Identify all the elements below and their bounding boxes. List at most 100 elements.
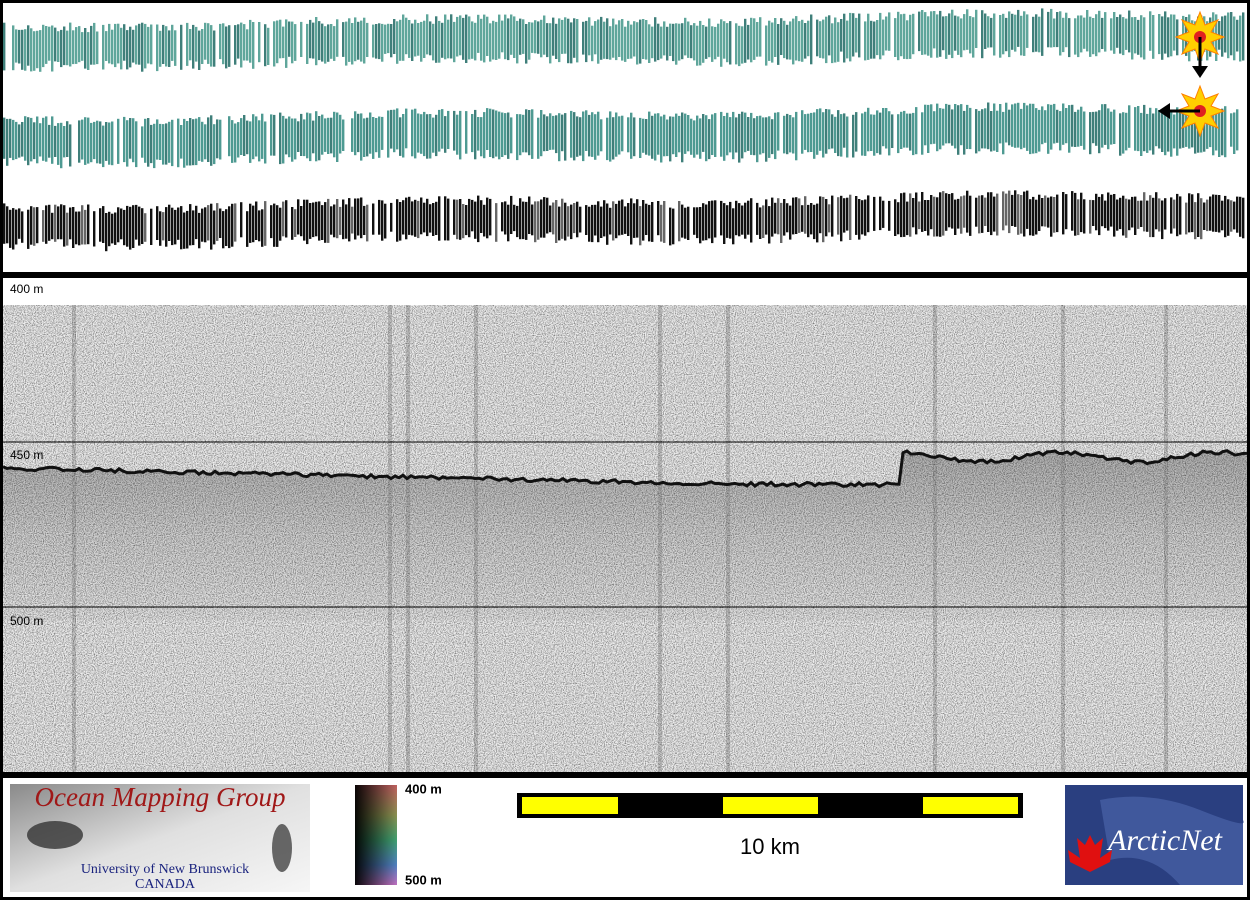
swath-ping	[600, 206, 603, 238]
swath-ping	[531, 109, 534, 159]
swath-ping	[396, 108, 399, 150]
swath-ping	[630, 24, 633, 59]
swath-ping	[996, 110, 999, 152]
swath-ping	[1170, 197, 1173, 234]
swath-ping	[963, 195, 966, 228]
swath-ping	[246, 211, 249, 247]
swath-ping	[1029, 199, 1032, 236]
swath-ping	[201, 29, 204, 64]
swath-ping	[921, 10, 924, 55]
swath-ping	[96, 31, 99, 65]
swath-ping	[522, 201, 525, 240]
swath-ping	[6, 118, 9, 166]
swath-ping	[39, 123, 42, 157]
seabed-echo	[2, 449, 1248, 489]
swath-ping	[1167, 110, 1170, 152]
swath-ping	[939, 10, 942, 57]
swath-ping	[300, 21, 303, 57]
swath-ping	[591, 112, 594, 157]
swath-ping	[993, 13, 996, 56]
swath-ping	[54, 125, 57, 157]
swath-ping	[930, 104, 933, 145]
swath-ping	[579, 206, 582, 233]
swath-ping	[477, 195, 480, 243]
swath-ping	[546, 197, 549, 234]
swath-ping	[327, 198, 330, 243]
swath-ping	[519, 18, 522, 55]
swath-ping	[999, 104, 1002, 144]
swath-ping	[429, 114, 432, 159]
swath-ping	[210, 203, 213, 250]
swath-ping	[123, 116, 126, 163]
swath-ping	[912, 13, 915, 55]
swath-ping	[1122, 17, 1125, 56]
swath-ping	[858, 199, 861, 240]
swath-ping	[663, 21, 666, 56]
swath-ping	[474, 22, 477, 61]
swath-ping	[792, 18, 795, 65]
swath-ping	[93, 22, 96, 65]
swath-ping	[141, 126, 144, 158]
swath-ping	[660, 116, 663, 163]
swath-ping	[900, 111, 903, 149]
swath-ping	[186, 121, 189, 166]
swath-ping	[783, 199, 786, 236]
swath-ping	[447, 19, 450, 59]
swath-ping	[648, 24, 651, 63]
swath-ping	[381, 23, 384, 62]
swath-ping	[462, 17, 465, 60]
swath-ping	[822, 112, 825, 158]
swath-ping	[261, 209, 264, 247]
swath-ping	[132, 205, 135, 248]
swath-ping	[84, 28, 87, 69]
swath-ping	[987, 16, 990, 48]
swath-ping	[714, 200, 717, 238]
swath-ping	[321, 114, 324, 155]
swath-ping	[756, 116, 759, 163]
swath-ping	[300, 206, 303, 237]
swath-ping	[1113, 194, 1116, 237]
swath-ping	[978, 110, 981, 152]
swath-ping	[537, 201, 540, 240]
swath-ping	[240, 118, 243, 155]
swath-ping	[1056, 12, 1059, 48]
swath-ping	[1128, 199, 1131, 231]
swath-ping	[678, 23, 681, 61]
swath-ping	[297, 121, 300, 152]
swath-ping	[1116, 199, 1119, 231]
swath-ping	[195, 26, 198, 62]
swath-ping	[1113, 12, 1116, 54]
swath-ping	[198, 30, 201, 71]
swath-ping	[678, 115, 681, 153]
swath-ping	[873, 196, 876, 231]
swath-ping	[60, 122, 63, 169]
swath-ping	[1068, 105, 1071, 153]
swath-ping	[651, 115, 654, 159]
swath-ping	[246, 120, 249, 155]
swath-ping	[555, 200, 558, 243]
swath-ping	[828, 109, 831, 150]
swath-ping	[81, 32, 84, 61]
swath-ping	[957, 16, 960, 55]
swath-ping	[486, 16, 489, 56]
swath-ping	[1149, 11, 1152, 51]
swath-ping	[882, 19, 885, 56]
swath-ping	[141, 208, 144, 244]
swath-ping	[408, 196, 411, 235]
swath-ping	[207, 117, 210, 162]
swath-ping	[804, 114, 807, 150]
swath-ping	[390, 24, 393, 58]
swath-ping	[615, 112, 618, 157]
swath-ping	[135, 121, 138, 168]
swath-ping	[3, 22, 6, 71]
swath-ping	[126, 120, 129, 167]
swath-ping	[1110, 194, 1113, 227]
swath-ping	[216, 119, 219, 159]
swath-ping	[147, 26, 150, 64]
swath-ping	[768, 20, 771, 61]
swath-ping	[963, 110, 966, 155]
swath-ping	[675, 23, 678, 65]
swath-ping	[1110, 111, 1113, 145]
swath-ping	[537, 21, 540, 54]
swath-ping	[1065, 194, 1068, 230]
